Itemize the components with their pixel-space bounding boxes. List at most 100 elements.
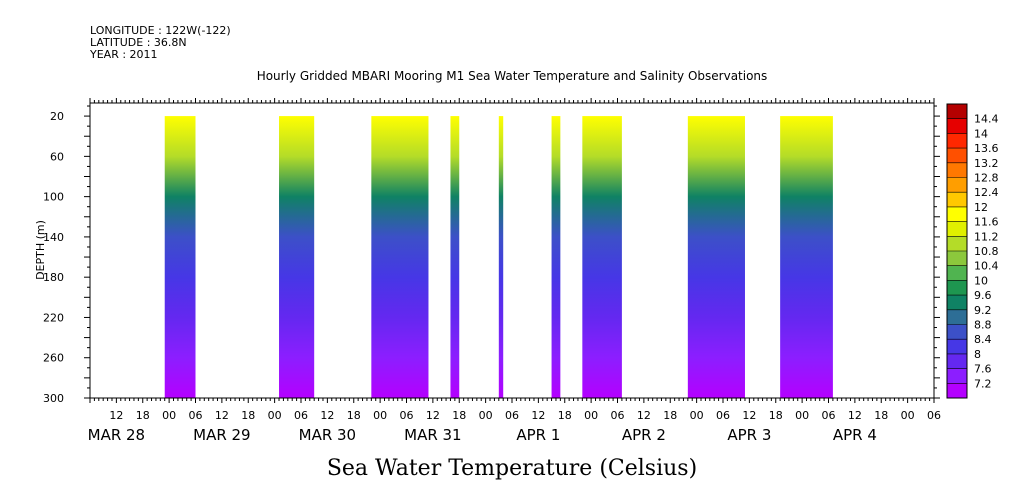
y-axis-label: DEPTH (m): [34, 220, 47, 280]
x-hour-tick-label: 18: [136, 409, 150, 422]
x-date-label: APR 3: [727, 426, 771, 444]
x-hour-tick-label: 12: [215, 409, 229, 422]
colorbar-level-label: 8.8: [974, 319, 992, 332]
x-hour-tick-label: 00: [690, 409, 704, 422]
x-hour-tick-label: 18: [347, 409, 361, 422]
data-segment-9: [780, 116, 833, 398]
x-hour-tick-label: 18: [663, 409, 677, 422]
x-hour-tick-label: 00: [901, 409, 915, 422]
y-tick-label: 60: [50, 150, 64, 163]
colorbar-level-label: 7.2: [974, 377, 992, 390]
colorbar-swatch: [947, 265, 967, 281]
colorbar-level-label: 11.2: [974, 230, 999, 243]
colorbar-swatch: [947, 339, 967, 355]
colorbar-swatch: [947, 324, 967, 340]
colorbar-swatch: [947, 353, 967, 370]
x-hour-tick-label: 00: [162, 409, 176, 422]
colorbar-level-label: 14.4: [974, 113, 999, 126]
longitude-label: LONGITUDE : 122W(-122): [90, 24, 231, 37]
y-tick-label: 140: [43, 231, 64, 244]
colorbar-swatch: [947, 368, 967, 384]
x-hour-tick-label: 18: [241, 409, 255, 422]
x-hour-tick-label: 06: [611, 409, 625, 422]
x-date-label: MAR 28: [88, 426, 145, 444]
x-hour-tick-label: 12: [848, 409, 862, 422]
colorbar-level-label: 8: [974, 348, 981, 361]
x-hour-tick-label: 18: [769, 409, 783, 422]
data-segment-1: [164, 116, 196, 398]
x-axis-label: Sea Water Temperature (Celsius): [327, 456, 697, 481]
x-hour-tick-label: 06: [505, 409, 519, 422]
colorbar-swatch: [947, 162, 967, 178]
x-date-label: MAR 31: [404, 426, 461, 444]
x-hour-tick-label: 06: [716, 409, 730, 422]
x-hour-tick-label: 18: [452, 409, 466, 422]
colorbar-level-label: 7.6: [974, 363, 992, 376]
colorbar-level-label: 9.2: [974, 304, 992, 317]
axis-layer: 12 18 00 06 12 18 00 06 12 18 00 06 12 18 00 06 12 18 00 06…: [43, 98, 941, 444]
data-segment-6: [551, 116, 561, 398]
x-date-label: APR 4: [833, 426, 877, 444]
data-segment-8: [687, 116, 745, 398]
colorbar-swatch: [947, 309, 967, 325]
data-layer: [164, 116, 833, 398]
x-date-label: APR 1: [516, 426, 560, 444]
x-hour-tick-label: 00: [795, 409, 809, 422]
colorbar-level-label: 12.8: [974, 172, 999, 185]
colorbar-level-label: 12.4: [974, 186, 999, 199]
colorbar-swatch: [947, 133, 967, 149]
y-tick-label: 20: [50, 110, 64, 123]
data-segment-4: [450, 116, 460, 398]
x-date-label: MAR 30: [299, 426, 356, 444]
x-hour-tick-label: 18: [558, 409, 572, 422]
colorbar-level-label: 11.6: [974, 216, 999, 229]
colorbar-level-label: 13.6: [974, 142, 999, 155]
colorbar: 14.414 13.6 13.2 12.812.4 12 11.611.2 10.8 10.4…: [946, 103, 999, 399]
colorbar-swatch: [947, 192, 967, 208]
colorbar-level-label: 10: [974, 274, 988, 287]
data-segment-7: [582, 116, 622, 398]
x-hour-tick-label: 00: [479, 409, 493, 422]
colorbar-swatch: [947, 118, 967, 134]
colorbar-swatch: [947, 177, 967, 193]
data-segment-3: [371, 116, 429, 398]
y-tick-label: 180: [43, 271, 64, 284]
latitude-label: LATITUDE : 36.8N: [90, 36, 187, 49]
colorbar-swatch: [947, 236, 967, 252]
colorbar-level-label: 12: [974, 201, 988, 214]
colorbar-level-label: 10.4: [974, 260, 999, 273]
colorbar-level-label: 8.4: [974, 333, 992, 346]
x-hour-tick-label: 06: [927, 409, 941, 422]
x-hour-tick-label: 06: [400, 409, 414, 422]
colorbar-level-label: 14: [974, 127, 988, 140]
x-hour-tick-label: 12: [637, 409, 651, 422]
x-hour-tick-label: 00: [373, 409, 387, 422]
x-hour-tick-label: 12: [742, 409, 756, 422]
y-tick-label: 100: [43, 191, 64, 204]
colorbar-level-label: 10.8: [974, 245, 999, 258]
x-hour-tick-label: 00: [268, 409, 282, 422]
x-date-label: APR 2: [622, 426, 666, 444]
colorbar-swatch: [947, 221, 967, 237]
x-hour-tick-label: 18: [874, 409, 888, 422]
colorbar-swatch: [947, 104, 967, 120]
x-date-label: MAR 29: [193, 426, 250, 444]
colorbar-swatch: [947, 206, 967, 223]
x-hour-tick-label: 06: [822, 409, 836, 422]
y-tick-label: 300: [43, 392, 64, 405]
colorbar-swatch: [947, 148, 967, 164]
data-segment-5: [498, 116, 504, 398]
x-hour-tick-label: 12: [320, 409, 334, 422]
y-tick-label: 220: [43, 311, 64, 324]
colorbar-swatch: [947, 280, 967, 296]
colorbar-level-label: 9.6: [974, 289, 992, 302]
colorbar-swatch: [947, 295, 967, 311]
x-hour-tick-label: 06: [294, 409, 308, 422]
chart-title: Hourly Gridded MBARI Mooring M1 Sea Wate…: [257, 69, 768, 83]
x-hour-tick-label: 00: [584, 409, 598, 422]
x-hour-tick-label: 12: [531, 409, 545, 422]
y-tick-label: 260: [43, 352, 64, 365]
x-hour-tick-label: 06: [189, 409, 203, 422]
colorbar-swatch: [947, 383, 967, 399]
